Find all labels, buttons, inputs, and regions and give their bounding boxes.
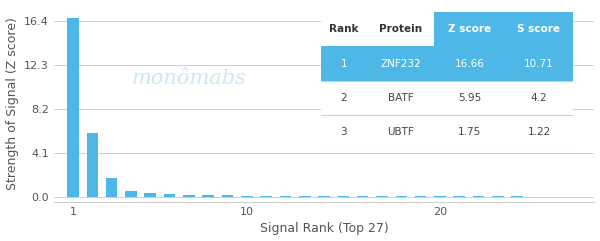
Bar: [505, 81, 573, 115]
Bar: [434, 115, 505, 149]
Bar: [164, 194, 175, 197]
Bar: [125, 191, 137, 197]
Bar: [434, 196, 446, 197]
Text: 2: 2: [340, 93, 347, 103]
Text: UBTF: UBTF: [387, 127, 414, 137]
Text: 4.2: 4.2: [530, 93, 547, 103]
Text: 1.75: 1.75: [458, 127, 481, 137]
Text: 5.95: 5.95: [458, 93, 481, 103]
Bar: [505, 115, 573, 149]
Y-axis label: Strength of Signal (Z score): Strength of Signal (Z score): [5, 17, 19, 190]
Bar: [321, 46, 367, 81]
Bar: [299, 196, 311, 197]
Text: Z score: Z score: [448, 24, 491, 34]
Bar: [321, 81, 367, 115]
Bar: [395, 196, 407, 197]
X-axis label: Signal Rank (Top 27): Signal Rank (Top 27): [260, 222, 388, 235]
Bar: [321, 115, 367, 149]
Bar: [106, 178, 118, 197]
Text: 10.71: 10.71: [524, 59, 554, 68]
Text: BATF: BATF: [388, 93, 413, 103]
Bar: [376, 196, 388, 197]
Text: ZNF232: ZNF232: [380, 59, 421, 68]
Text: S score: S score: [517, 24, 560, 34]
Text: 3: 3: [340, 127, 347, 137]
Bar: [434, 81, 505, 115]
Bar: [222, 195, 233, 197]
Text: Protein: Protein: [379, 24, 422, 34]
Bar: [183, 195, 194, 197]
Bar: [145, 193, 156, 197]
Text: 1: 1: [340, 59, 347, 68]
Bar: [338, 196, 349, 197]
Bar: [86, 133, 98, 197]
Bar: [241, 196, 253, 197]
Bar: [415, 196, 427, 197]
Text: 16.66: 16.66: [455, 59, 485, 68]
Bar: [434, 12, 505, 46]
Bar: [367, 81, 434, 115]
Bar: [434, 46, 505, 81]
Text: Rank: Rank: [329, 24, 358, 34]
Bar: [505, 46, 573, 81]
Bar: [318, 196, 330, 197]
Bar: [260, 196, 272, 197]
Bar: [357, 196, 368, 197]
Bar: [321, 12, 367, 46]
Text: monômabs: monômabs: [131, 69, 247, 88]
Bar: [67, 18, 79, 197]
Bar: [367, 12, 434, 46]
Bar: [202, 195, 214, 197]
Bar: [367, 46, 434, 81]
Text: 1.22: 1.22: [527, 127, 551, 137]
Bar: [280, 196, 291, 197]
Bar: [505, 12, 573, 46]
Bar: [367, 115, 434, 149]
